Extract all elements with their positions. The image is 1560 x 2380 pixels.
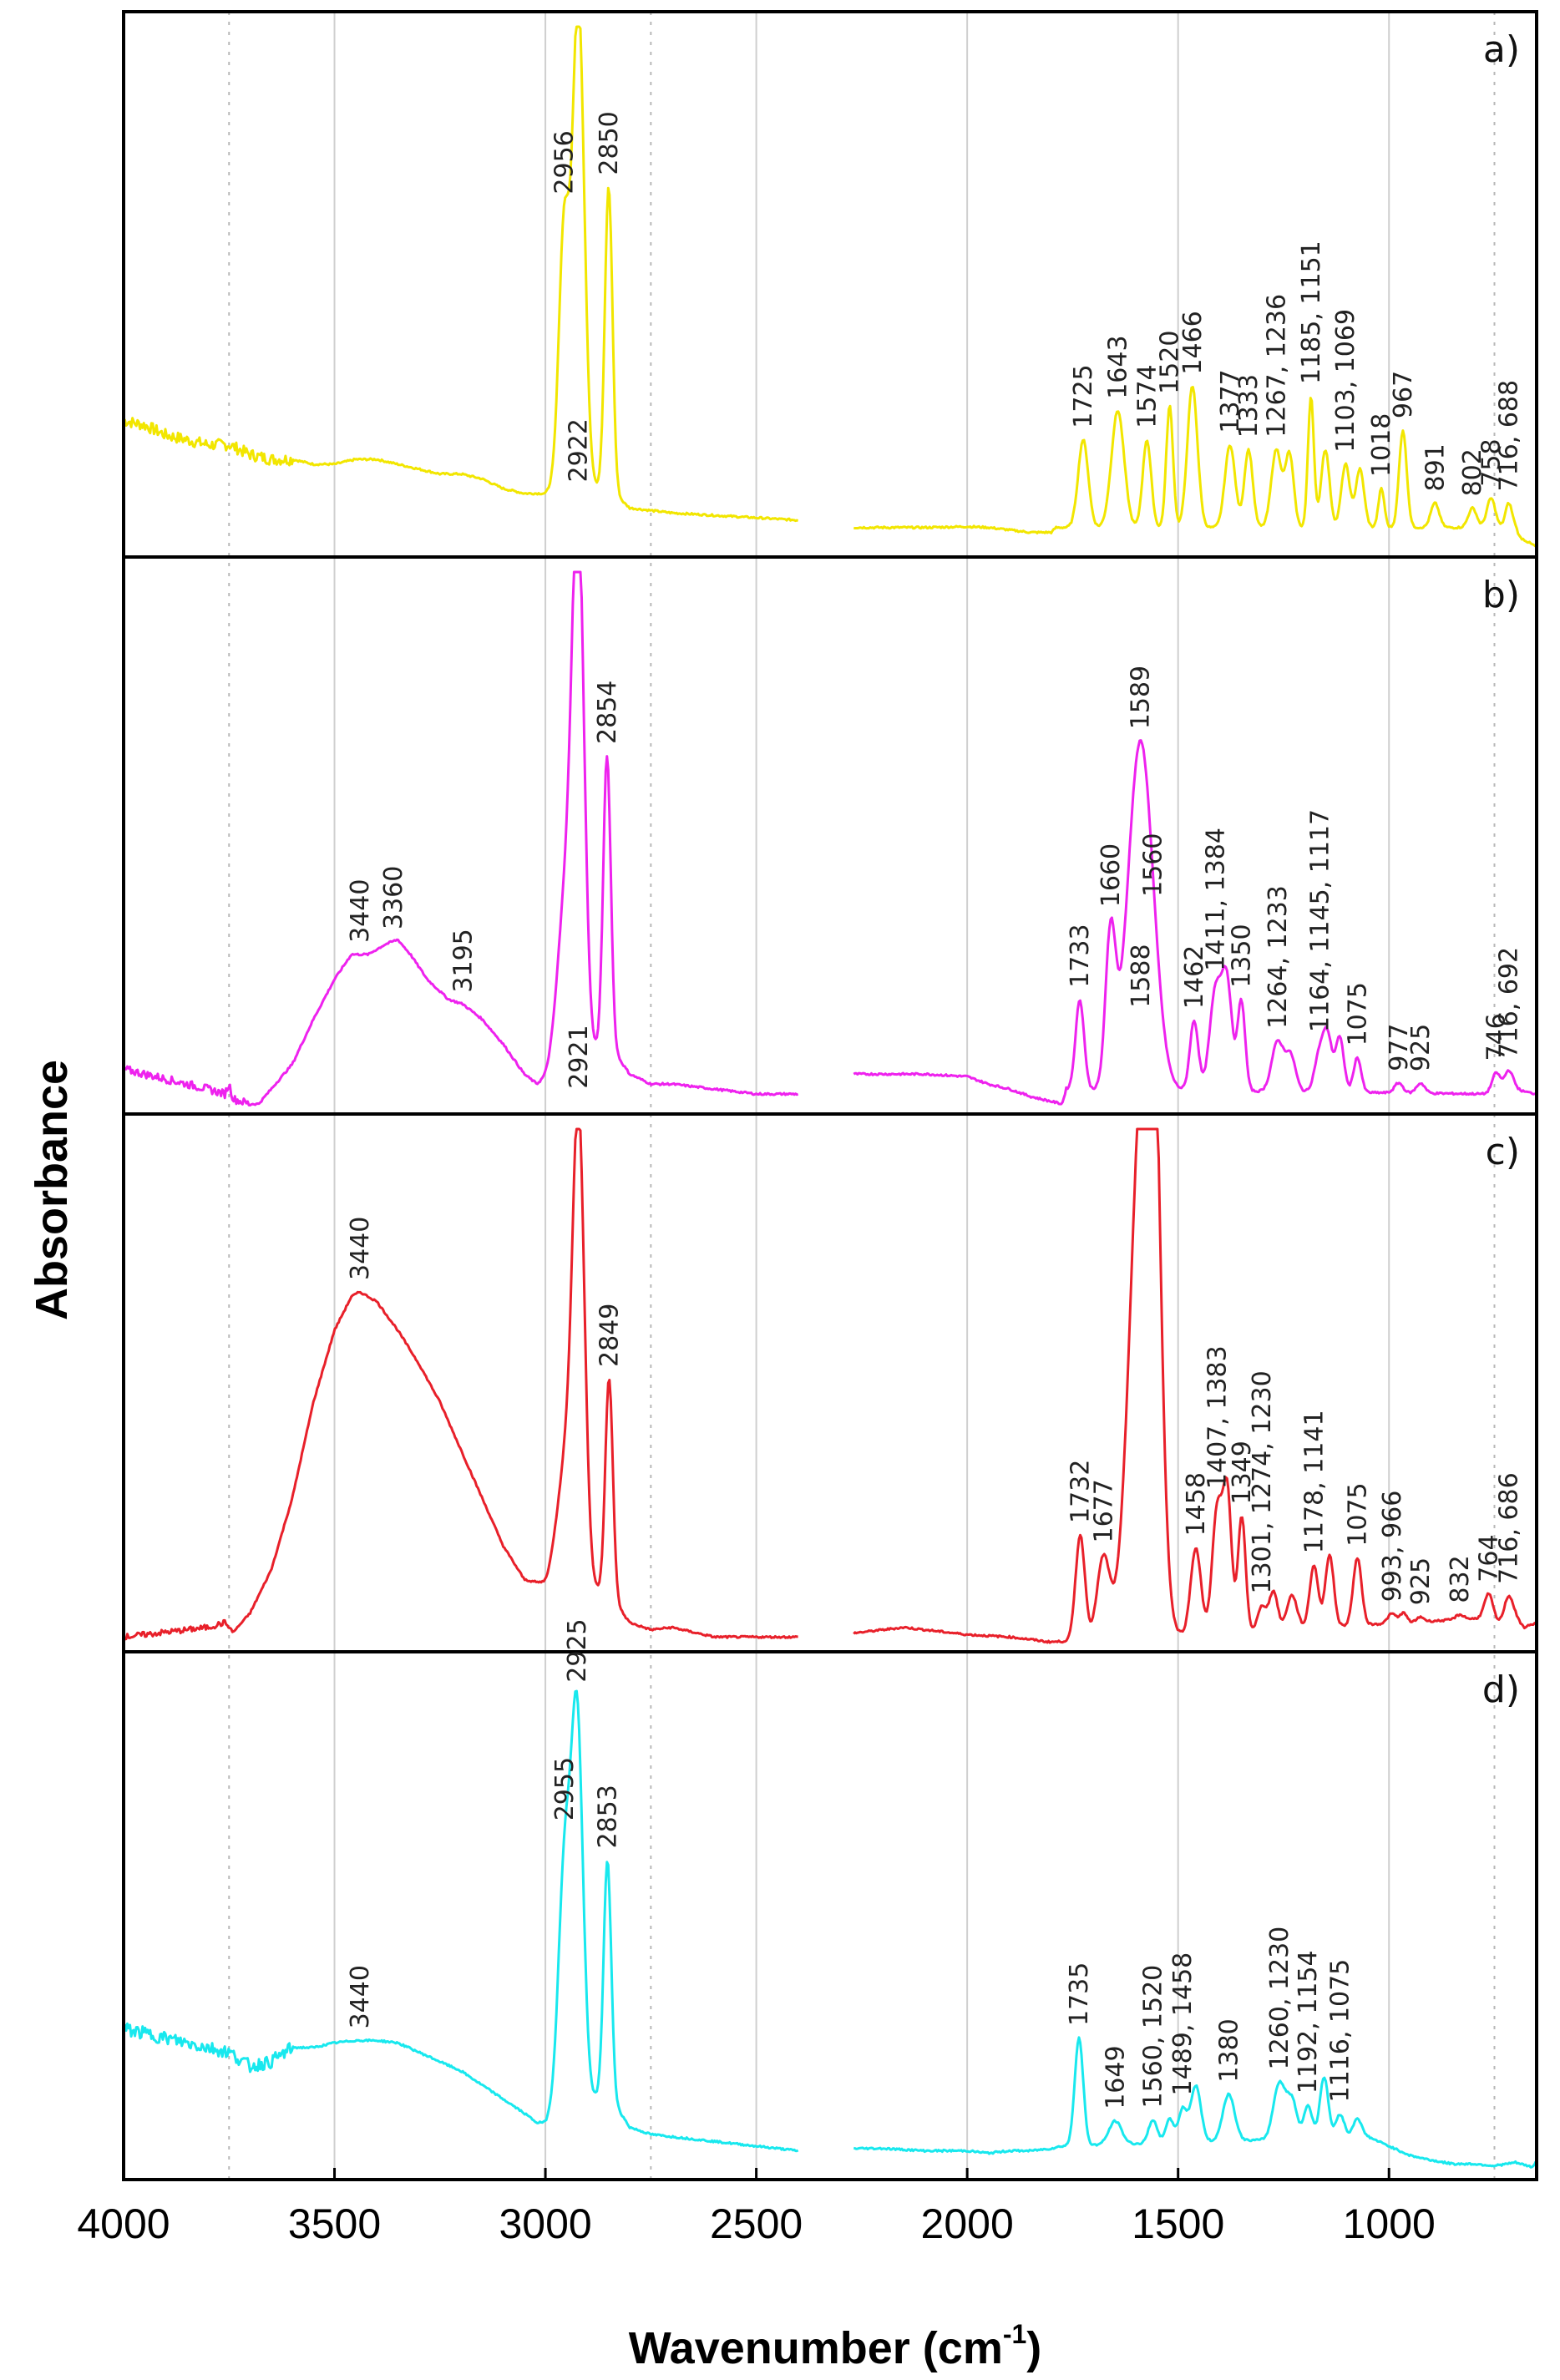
peak-label-802: 802 [1458,448,1487,496]
peak-label-2922: 2922 [565,418,594,482]
peak-label-1264: 1264, 1233 [1264,885,1293,1029]
peak-label-1103: 1103, 1069 [1331,309,1360,453]
peak-label-1267: 1267, 1236 [1262,294,1291,438]
peak-label-3440: 3440 [346,1217,375,1280]
spectrum-b-low [853,739,1537,1106]
x-axis-title-close: ) [1026,2323,1041,2373]
peak-label-1660: 1660 [1097,843,1126,907]
peak-label-1574: 1574 [1132,364,1162,428]
peak-label-1733: 1733 [1066,924,1095,987]
peak-label-1380: 1380 [1214,2018,1243,2082]
peak-label-1377: 1377 [1216,369,1245,433]
x-tick-label-3500: 3500 [288,2200,381,2247]
peak-label-1178: 1178, 1141 [1299,1410,1329,1553]
x-tick-label-4000: 4000 [77,2200,170,2247]
peak-label-716: 716, 688 [1495,380,1524,492]
peak-label-1489: 1489, 1458 [1168,1952,1198,2096]
peak-label-1333: 1333 [1234,374,1264,438]
peak-label-764: 764 [1474,1534,1503,1582]
peak-label-2956: 2956 [550,130,579,194]
peak-label-1643: 1643 [1104,335,1133,398]
peak-label-1260: 1260, 1230 [1265,1927,1294,2070]
spectrum-b-high [122,570,799,1106]
peak-label-1458: 1458 [1182,1472,1211,1536]
peak-label-832: 832 [1446,1555,1475,1603]
peak-label-977: 977 [1385,1024,1414,1071]
peak-label-746: 746 [1482,1013,1512,1061]
y-axis-title: Absorbance [27,1060,77,1320]
x-tick-label-2000: 2000 [921,2200,1014,2247]
peak-label-2853: 2853 [593,1785,622,1848]
peak-label-1411: 1411, 1384 [1202,828,1231,971]
peak-label-1192: 1192, 1154 [1294,1950,1323,2094]
peak-label-1075: 1075 [1343,982,1372,1046]
peak-label-1466: 1466 [1178,311,1208,374]
peak-label-758: 758 [1477,438,1507,486]
x-tick-label-1000: 1000 [1343,2200,1436,2247]
peak-label-925: 925 [1406,1024,1436,1071]
peak-label-1725: 1725 [1069,364,1098,428]
panel-label-c: c) [1486,1131,1520,1173]
peak-label-2854: 2854 [593,681,622,744]
peak-label-1677: 1677 [1089,1479,1118,1542]
peak-label-1164: 1164, 1145, 1117 [1305,809,1335,1032]
peak-label-1116: 1116, 1075 [1326,1959,1355,2103]
peak-label-891: 891 [1421,443,1450,491]
peak-label-1350: 1350 [1227,924,1256,987]
x-axis-title-main: Wavenumber (cm [629,2323,1003,2373]
peak-label-1462: 1462 [1180,945,1209,1009]
peak-label-1560: 1560, 1520 [1138,1965,1167,2109]
peak-label-1185: 1185, 1151 [1297,241,1326,384]
peak-label-1560: 1560 [1138,833,1167,897]
x-tick-label-1500: 1500 [1132,2200,1224,2247]
peak-label-1589: 1589 [1127,666,1156,729]
peak-label-2925: 2925 [563,1618,592,1682]
peak-label-1349: 1349 [1228,1441,1257,1504]
plot-frame [122,10,1538,2181]
peak-label-1588: 1588 [1127,944,1156,1007]
peak-label-3440: 3440 [346,1965,375,2028]
peak-label-925: 925 [1406,1557,1436,1605]
panel-label-a: a) [1483,28,1520,71]
panel-label-d: d) [1482,1669,1520,1711]
x-axis-title: Wavenumber (cm-1) [629,2319,1042,2373]
spectrum-d-high [122,1689,799,2153]
x-axis-title-superscript: -1 [1003,2319,1026,2349]
x-tick-label-2500: 2500 [710,2200,803,2247]
peak-label-2955: 2955 [550,1757,580,1820]
peak-label-1649: 1649 [1101,2045,1130,2109]
peak-label-2850: 2850 [595,111,624,175]
peak-label-1732: 1732 [1066,1460,1096,1523]
spectrum-c-low [853,1127,1537,1644]
peak-label-1407: 1407, 1383 [1203,1345,1233,1489]
peak-label-2921: 2921 [565,1025,594,1088]
spectrum-c-high [123,1127,798,1641]
spectrum-a-low [853,386,1537,548]
peak-label-1520: 1520 [1156,331,1185,394]
peak-label-1075: 1075 [1343,1482,1372,1546]
panel-label-b: b) [1482,574,1520,616]
peak-label-967: 967 [1389,371,1418,418]
spectrum-d-low [853,2036,1537,2169]
peak-label-3440: 3440 [346,879,375,943]
axis-layer: Wavenumber (cm-1) Absorbance 4000 3500 300… [27,10,1538,2373]
peak-label-716: 716, 686 [1495,1472,1524,1584]
panel-layer: a)29562922285017251643157415201466137713… [122,18,1537,2176]
peak-label-1735: 1735 [1065,1962,1094,2026]
x-tick-label-3000: 3000 [499,2200,591,2247]
peak-label-3195: 3195 [449,929,479,992]
peak-label-3360: 3360 [379,866,408,929]
peak-label-1301: 1301, 1274, 1230 [1248,1370,1277,1593]
peak-label-2849: 2849 [595,1304,624,1367]
grid-layer [228,12,1496,2180]
spectrum-a-high [123,25,798,523]
peak-label-716: 716, 692 [1495,947,1524,1059]
peak-label-993: 993, 966 [1378,1491,1407,1603]
peak-label-1018: 1018 [1367,413,1396,477]
